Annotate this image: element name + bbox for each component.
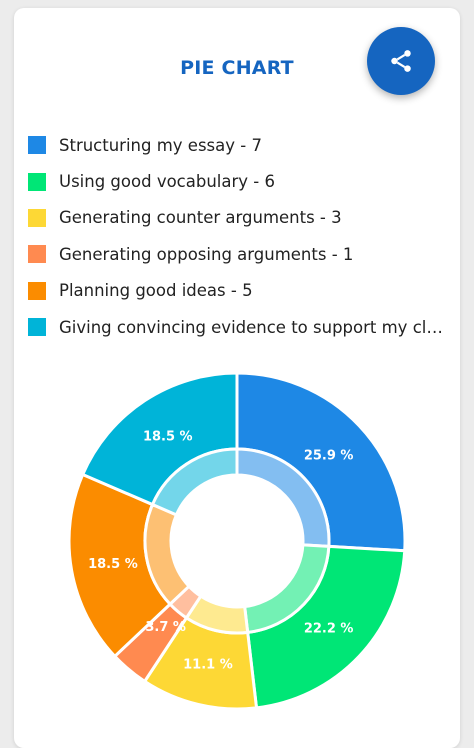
legend-item[interactable]: Using good vocabulary - 6 bbox=[28, 163, 445, 199]
pie-slice-label: 22.2 % bbox=[304, 621, 354, 636]
legend-label: Giving convincing evidence to support my… bbox=[59, 317, 445, 337]
legend-swatch bbox=[28, 318, 46, 337]
legend-item[interactable]: Generating opposing arguments - 1 bbox=[28, 236, 445, 272]
legend-item[interactable]: Planning good ideas - 5 bbox=[28, 273, 445, 309]
legend-swatch bbox=[28, 245, 46, 264]
page-title: PIE CHART bbox=[180, 57, 294, 79]
legend-label: Planning good ideas - 5 bbox=[59, 281, 253, 301]
legend-label: Using good vocabulary - 6 bbox=[59, 172, 275, 192]
legend-item[interactable]: Generating counter arguments - 3 bbox=[28, 200, 445, 236]
legend-label: Structuring my essay - 7 bbox=[59, 135, 262, 155]
chart-legend: Structuring my essay - 7 Using good voca… bbox=[28, 127, 445, 345]
donut-chart: 25.9 % 22.2 % 11.1 % 3.7 % 18.5 % 18.5 % bbox=[67, 371, 407, 711]
legend-item[interactable]: Structuring my essay - 7 bbox=[28, 127, 445, 163]
legend-swatch bbox=[28, 208, 46, 227]
legend-swatch bbox=[28, 172, 46, 191]
pie-slice-inner-ring bbox=[150, 447, 239, 517]
legend-label: Generating counter arguments - 3 bbox=[59, 208, 342, 228]
pie-slice-label: 18.5 % bbox=[88, 557, 138, 572]
legend-swatch bbox=[28, 136, 46, 155]
pie-slice-label: 11.1 % bbox=[183, 658, 233, 673]
pie-slice-label: 18.5 % bbox=[143, 430, 193, 445]
legend-swatch bbox=[28, 281, 46, 300]
pie-slice-label: 3.7 % bbox=[145, 620, 186, 635]
legend-item[interactable]: Giving convincing evidence to support my… bbox=[28, 309, 445, 345]
share-icon bbox=[391, 50, 411, 72]
pie-slice-label: 25.9 % bbox=[304, 449, 354, 464]
share-button[interactable] bbox=[367, 27, 435, 95]
legend-label: Generating opposing arguments - 1 bbox=[59, 244, 354, 264]
